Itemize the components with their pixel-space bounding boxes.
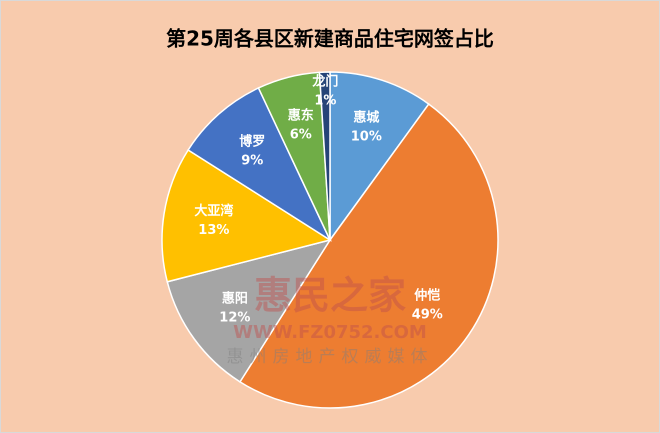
slice-value-label: 13%	[198, 223, 229, 238]
labels: 惠城 10% 仲恺 49% 惠阳 12% 大亚湾 13% 博罗 9% 惠东 6% 龙门 1%	[194, 74, 442, 326]
slice-value-label: 6%	[290, 128, 312, 143]
slice-value-label: 9%	[241, 153, 263, 168]
slice-label: 惠阳	[222, 291, 248, 307]
pie-slice	[329, 71, 430, 243]
pie-slice	[318, 71, 331, 241]
pie-slice	[238, 103, 499, 409]
pie-slice	[187, 86, 332, 243]
slice-value-label: 49%	[412, 308, 443, 323]
pie	[161, 71, 499, 409]
watermark-text: 惠民之家	[254, 274, 406, 318]
pie-slice	[161, 148, 332, 283]
slice-label: 惠城	[353, 110, 379, 126]
slice-label: 博罗	[239, 133, 265, 149]
chart-title: 第25周各县区新建商品住宅网签占比	[166, 27, 494, 51]
slice-label: 惠东	[288, 108, 314, 124]
watermark: 惠民之家 WWW.FZ0752.COM 惠州房地产权威媒体	[227, 274, 434, 368]
slice-label: 仲恺	[414, 288, 440, 304]
slice-label: 大亚湾	[194, 203, 233, 219]
slice-value-label: 1%	[314, 94, 336, 109]
slice-value-label: 10%	[351, 130, 382, 145]
watermark-text: 惠州房地产权威媒体	[227, 347, 434, 367]
slice-value-label: 12%	[219, 311, 250, 326]
pie-slice	[166, 238, 332, 383]
watermark-text: WWW.FZ0752.COM	[233, 322, 427, 343]
slice-label: 龙门	[312, 74, 338, 90]
